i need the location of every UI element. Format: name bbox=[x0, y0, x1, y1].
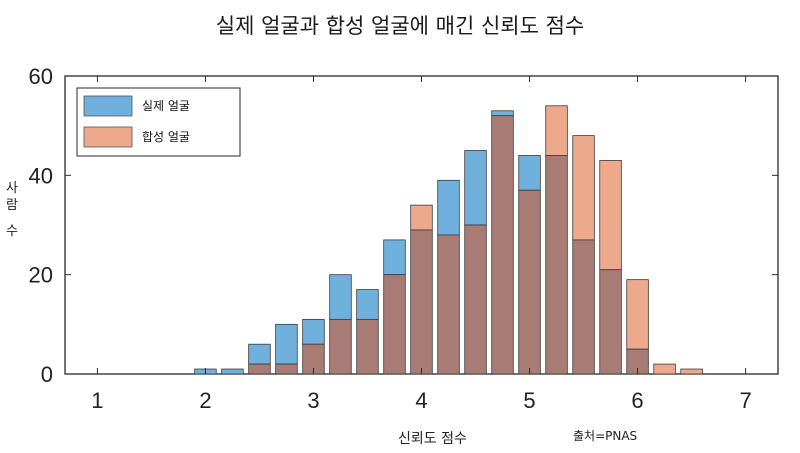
bar-overlap bbox=[545, 155, 568, 375]
bar-real-excess bbox=[518, 155, 541, 191]
y-axis-label-char-1: 사 bbox=[6, 181, 18, 196]
bar-real-excess bbox=[329, 274, 352, 320]
bar-overlap bbox=[491, 115, 514, 375]
x-tick-label: 2 bbox=[199, 388, 211, 413]
bar-overlap bbox=[599, 269, 622, 375]
bar-overlap bbox=[437, 234, 460, 375]
bar-synthetic-excess bbox=[545, 105, 568, 156]
bar-synthetic-excess bbox=[680, 368, 703, 375]
bar-overlap bbox=[275, 363, 298, 375]
x-tick-label: 7 bbox=[739, 388, 751, 413]
legend-swatch-real bbox=[83, 95, 133, 117]
legend-label-synthetic: 합성 얼굴 bbox=[142, 130, 190, 144]
legend-swatch-synthetic bbox=[83, 126, 133, 148]
bar-real-excess bbox=[356, 289, 379, 320]
bar-overlap bbox=[248, 363, 271, 375]
bar-overlap bbox=[464, 224, 487, 375]
bar-synthetic-excess bbox=[626, 279, 649, 350]
ticks-group: 1 2 3 4 5 6 7 0 20 40 60 bbox=[29, 64, 778, 413]
bar-synthetic-excess bbox=[410, 204, 433, 231]
x-tick-label: 4 bbox=[415, 388, 427, 413]
y-axis-label-char-3: 수 bbox=[6, 224, 18, 239]
bar-overlap bbox=[356, 318, 379, 375]
bar-overlap bbox=[329, 318, 352, 375]
bars-group bbox=[194, 105, 703, 375]
bar-synthetic-excess bbox=[572, 135, 595, 241]
bar-synthetic-excess bbox=[653, 363, 676, 375]
x-tick-label: 5 bbox=[523, 388, 535, 413]
bar-synthetic-excess bbox=[599, 160, 622, 271]
bar-overlap bbox=[410, 229, 433, 375]
bar-overlap bbox=[518, 189, 541, 375]
bar-overlap bbox=[572, 239, 595, 375]
y-axis-label-char-2: 람 bbox=[6, 198, 18, 213]
legend: 실제 얼굴 합성 얼굴 bbox=[76, 87, 241, 157]
bar-overlap bbox=[383, 274, 406, 375]
y-tick-label: 20 bbox=[29, 263, 53, 288]
x-tick-label: 1 bbox=[91, 388, 103, 413]
x-tick-label: 6 bbox=[631, 388, 643, 413]
bar-real-excess bbox=[248, 343, 271, 365]
y-tick-label: 0 bbox=[41, 362, 53, 387]
chart-title: 실제 얼굴과 합성 얼굴에 매긴 신뢰도 점수 bbox=[215, 14, 585, 38]
bar-real-excess bbox=[221, 368, 244, 375]
source-credit: 출처=PNAS bbox=[573, 429, 638, 443]
y-axis-label: 사 람 수 bbox=[4, 180, 20, 240]
y-tick-label: 60 bbox=[29, 64, 53, 89]
bar-real-excess bbox=[383, 239, 406, 276]
bar-real-excess bbox=[491, 110, 514, 117]
y-tick-label: 40 bbox=[29, 163, 53, 188]
legend-label-real: 실제 얼굴 bbox=[142, 99, 190, 113]
bar-real-excess bbox=[275, 323, 298, 365]
x-tick-label: 3 bbox=[307, 388, 319, 413]
bar-real-excess bbox=[437, 179, 460, 236]
x-axis-label: 신뢰도 점수 bbox=[398, 431, 467, 447]
bar-real-excess bbox=[464, 150, 487, 226]
bar-real-excess bbox=[302, 318, 325, 345]
